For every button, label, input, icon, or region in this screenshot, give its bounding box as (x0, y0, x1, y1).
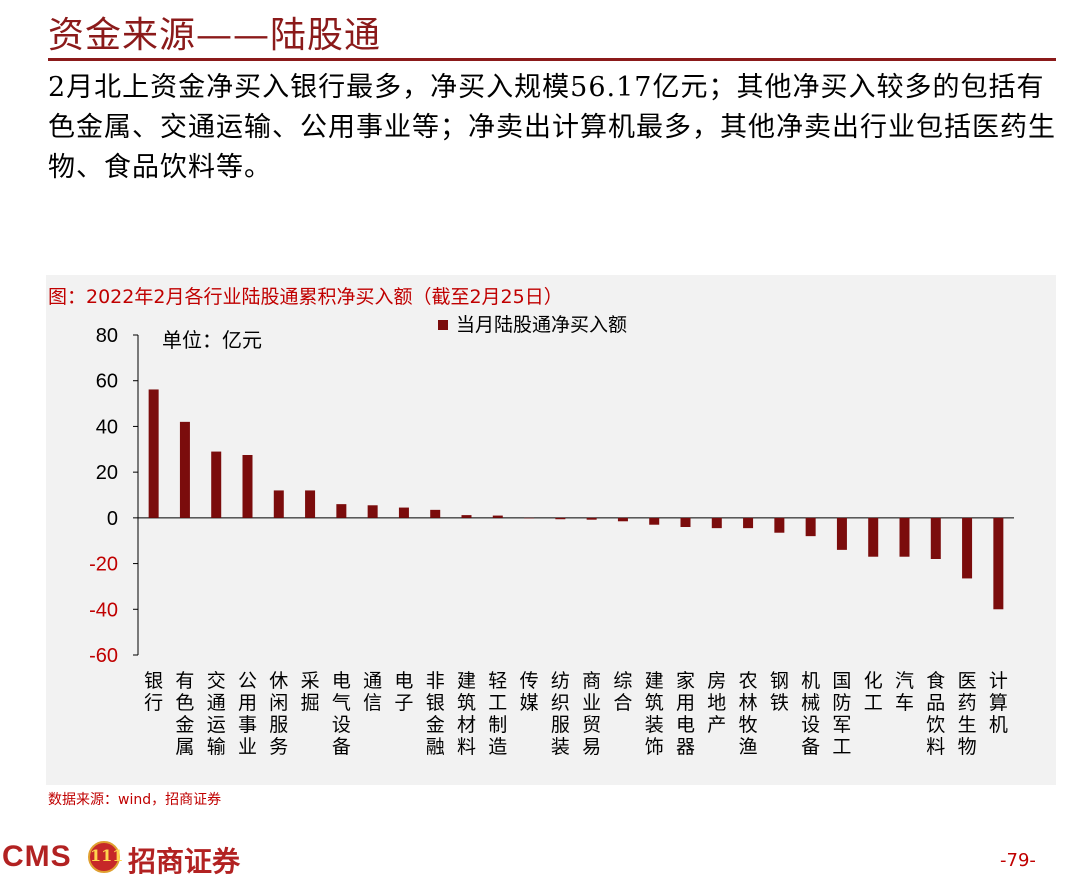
x-tick-label: 建筑装饰 (645, 670, 664, 758)
logo-badge-icon: 111 (88, 841, 123, 873)
x-tick-label: 计算机 (989, 670, 1008, 736)
bar (336, 504, 347, 518)
x-tick-label: 传媒 (520, 670, 539, 714)
bar (962, 517, 973, 579)
x-tick-label: 商业贸易 (582, 670, 601, 758)
title-divider (48, 58, 1056, 61)
bar (743, 517, 754, 529)
x-tick-label: 轻工制造 (488, 670, 507, 758)
y-tick-label: 80 (96, 325, 118, 347)
bar (492, 515, 503, 518)
x-tick-label: 国防军工 (832, 670, 851, 758)
x-tick-label: 非银金融 (426, 670, 445, 758)
x-tick-label: 有色金属 (175, 670, 194, 758)
bar (805, 517, 816, 537)
x-tick-label: 电气设备 (332, 670, 351, 758)
bar (211, 451, 222, 518)
y-tick-label: 20 (96, 462, 118, 484)
bar (273, 490, 284, 518)
x-tick-label: 电子 (394, 670, 413, 714)
bar (774, 517, 785, 533)
unit-label: 单位：亿元 (162, 328, 262, 352)
bar (836, 517, 847, 550)
y-tick-label: -40 (89, 599, 118, 621)
page-number: -79- (1000, 850, 1036, 871)
chart-panel (46, 275, 1056, 785)
y-tick-label: -60 (89, 645, 118, 667)
bar (649, 517, 660, 525)
bar (524, 517, 535, 519)
summary-text: 2月北上资金净买入银行最多，净买入规模56.17亿元；其他净买入较多的包括有色金… (48, 72, 1056, 183)
x-tick-label: 机械设备 (801, 670, 820, 758)
data-source: 数据来源：wind，招商证券 (48, 792, 222, 808)
bar (242, 455, 253, 518)
x-tick-label: 农林牧渔 (739, 670, 758, 758)
x-tick-label: 化工 (864, 670, 883, 714)
bar (555, 517, 566, 520)
x-tick-label: 交通运输 (207, 670, 226, 758)
x-tick-label: 通信 (363, 670, 382, 714)
company-logo: CMS 111 招商证券 (0, 838, 270, 878)
x-tick-label: 纺织服装 (551, 670, 570, 758)
x-tick-label: 休闲服务 (269, 670, 288, 758)
x-tick-label: 医药生物 (958, 670, 977, 758)
bar (586, 517, 597, 520)
chart-title: 图：2022年2月各行业陆股通累积净买入额（截至2月25日） (48, 286, 563, 308)
x-tick-label: 采掘 (301, 670, 320, 714)
logo-company-name: 招商证券 (128, 845, 241, 878)
legend-label: 当月陆股通净买入额 (456, 314, 627, 336)
bar (617, 517, 628, 522)
bar (711, 517, 722, 529)
x-tick-label: 综合 (613, 670, 632, 714)
bar (367, 505, 378, 518)
bar (680, 517, 691, 527)
bar (430, 509, 441, 518)
x-tick-label: 食品饮料 (926, 670, 945, 758)
x-tick-label: 建筑材料 (457, 670, 476, 758)
bar (868, 517, 879, 557)
y-tick-label: 60 (96, 371, 118, 393)
x-tick-label: 钢铁 (770, 670, 789, 714)
y-tick-label: 0 (107, 508, 118, 530)
bar (148, 389, 159, 518)
bar (930, 517, 941, 559)
legend-swatch (438, 320, 448, 330)
logo-cms-text: CMS (2, 840, 72, 873)
x-tick-label: 家用电器 (676, 670, 695, 758)
page-title: 资金来源——陆股通 (48, 15, 382, 56)
bar (993, 517, 1004, 610)
bar (305, 490, 316, 518)
x-tick-label: 房地产 (707, 670, 726, 736)
x-tick-label: 汽车 (895, 670, 914, 714)
bar-chart: 80 60 40 20 0 -20 -40 -60 银行有色金属交通运输公用事业休闲服务采掘电气… (89, 314, 1014, 758)
y-tick-label: 40 (96, 416, 118, 438)
x-tick-label: 银行 (144, 670, 163, 714)
y-tick-label: -20 (89, 554, 118, 576)
bar (461, 515, 472, 518)
bar (398, 507, 409, 518)
bar (179, 421, 190, 518)
bar (899, 517, 910, 557)
x-tick-label: 公用事业 (238, 670, 257, 758)
